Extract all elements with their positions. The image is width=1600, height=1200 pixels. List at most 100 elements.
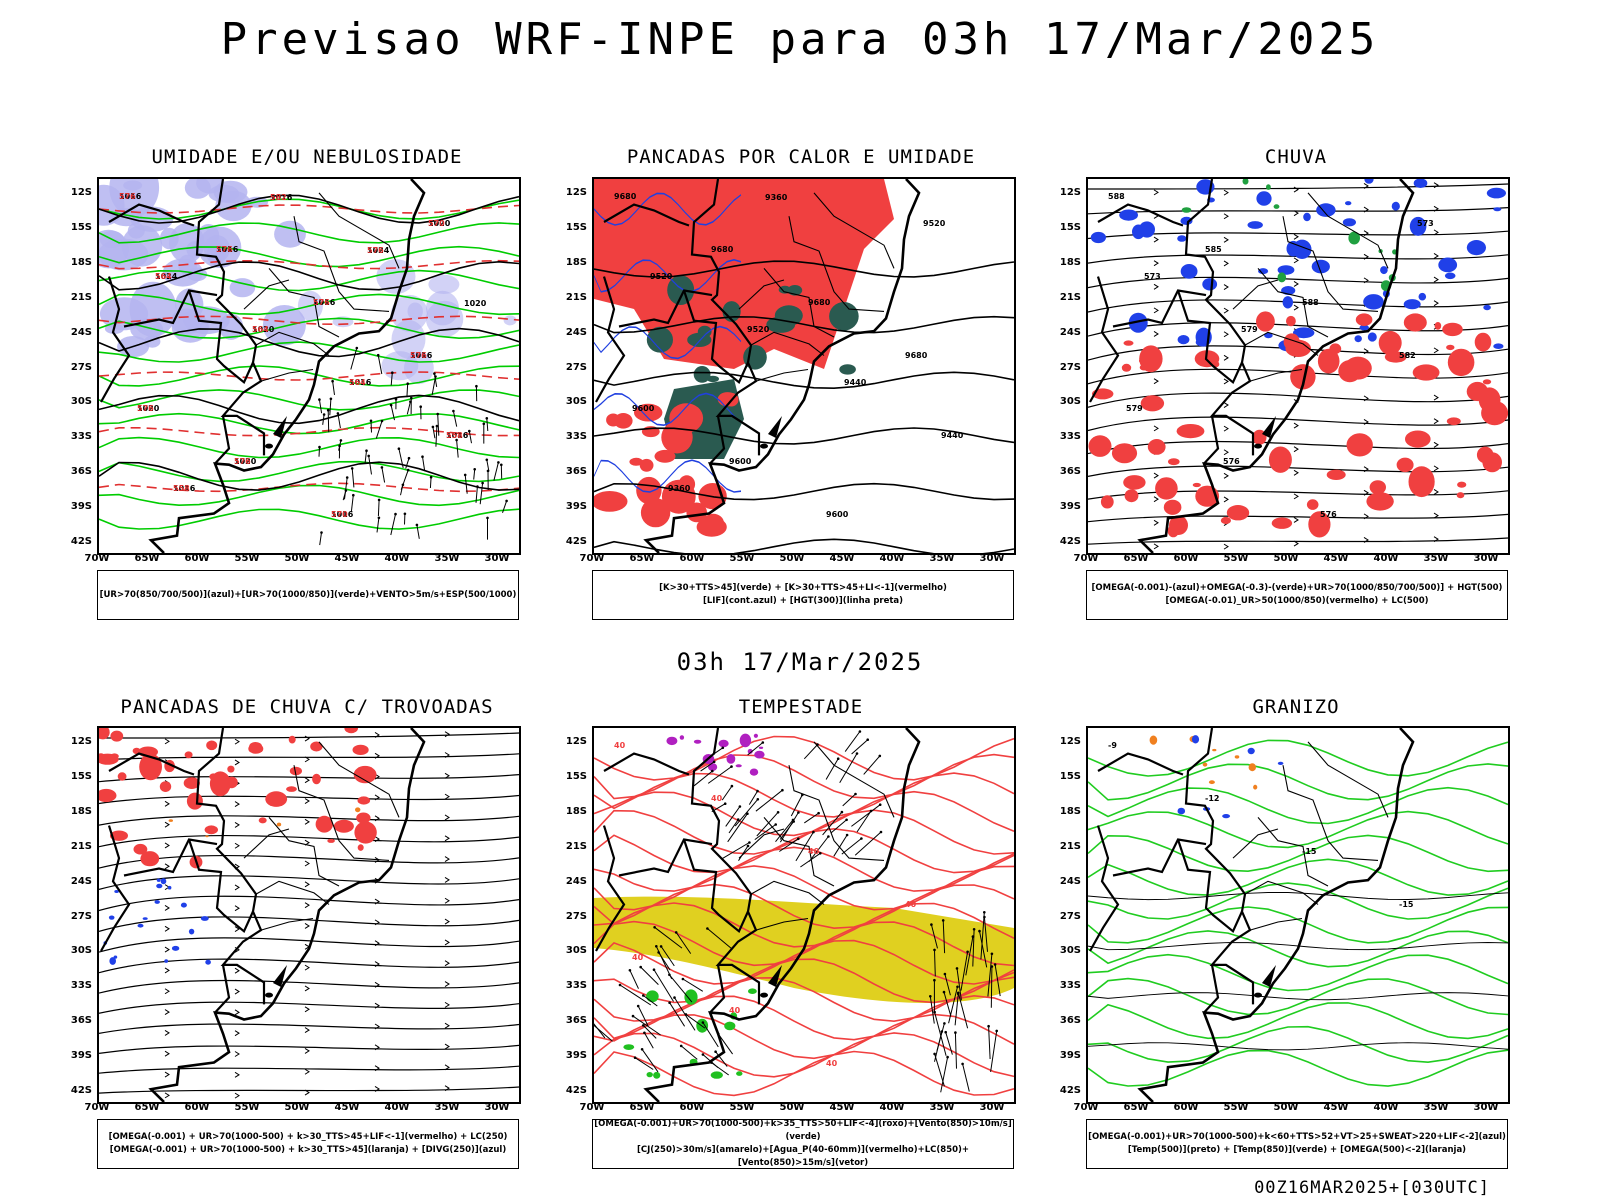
lon-tick-label: 45W bbox=[334, 553, 360, 564]
thickness-label: 570 bbox=[331, 510, 348, 519]
isobar-label: 1016 bbox=[216, 245, 239, 254]
lon-tick-label: 55W bbox=[234, 553, 260, 564]
lat-tick-label: 30S bbox=[1059, 396, 1081, 408]
lat-tick-label: 42S bbox=[70, 536, 92, 547]
isobar-label: 1016 bbox=[349, 378, 372, 387]
lon-tick-label: 65W bbox=[629, 1102, 655, 1113]
map-panel-2: 9680 9680 9680 9680 9600 9600 9600 9520 9520 9520… bbox=[592, 177, 1016, 555]
panel-title-2: PANCADAS POR CALOR E UMIDADE bbox=[626, 146, 976, 168]
lat-tick-label: 36S bbox=[70, 466, 92, 478]
isobar-label: 1020 bbox=[464, 299, 487, 308]
lon-tick-label: 45W bbox=[829, 1102, 855, 1113]
lat-tick-label: 33S bbox=[70, 431, 92, 443]
lon-tick-label: 30W bbox=[484, 1102, 510, 1113]
lat-tick-label: 27S bbox=[565, 361, 587, 373]
map-outline-p3 bbox=[1089, 179, 1415, 553]
hgt300-label: 9440 bbox=[941, 431, 964, 440]
panel-title-3: CHUVA bbox=[1264, 146, 1328, 168]
thickness-label: 576 bbox=[119, 192, 136, 201]
lon-tick-label: 45W bbox=[1323, 553, 1349, 564]
lon-tick-label: 50W bbox=[284, 1102, 310, 1113]
lat-tick-label: 12S bbox=[565, 736, 587, 747]
hgt300-label: 9520 bbox=[923, 219, 946, 228]
lat-tick-label: 39S bbox=[70, 1050, 92, 1062]
main-title: Previsao WRF-INPE para 03h 17/Mar/2025 bbox=[220, 14, 1380, 65]
hgt500-label: 576 bbox=[1223, 457, 1240, 466]
lon-tick-label: 70W bbox=[84, 553, 110, 564]
lat-tick-label: 33S bbox=[565, 980, 587, 992]
lc850-label: 40 bbox=[729, 1006, 741, 1015]
hgt500-label: 582 bbox=[1399, 351, 1416, 360]
lat-tick-label: 15S bbox=[565, 770, 587, 782]
hgt500-label: 576 bbox=[1320, 510, 1337, 519]
thickness-label: 576 bbox=[137, 404, 154, 413]
lon-tick-label: 60W bbox=[184, 1102, 210, 1113]
lat-tick-label: 33S bbox=[70, 980, 92, 992]
footer-timestamp: 00Z16MAR2025+[030UTC] bbox=[1254, 1178, 1490, 1198]
legend-line: [LIF](cont.azul) + [HGT(300)](linha pret… bbox=[702, 596, 904, 606]
temp500-label: -12 bbox=[1205, 794, 1219, 803]
panel-title-6: GRANIZO bbox=[1252, 696, 1340, 718]
lon-tick-label: 50W bbox=[284, 553, 310, 564]
hgt500-label: 585 bbox=[1205, 245, 1222, 254]
lat-tick-label: 18S bbox=[565, 256, 587, 268]
isobar-label: 1024 bbox=[155, 272, 178, 281]
lon-tick-label: 65W bbox=[1123, 1102, 1149, 1113]
lat-tick-label: 30S bbox=[70, 396, 92, 408]
lat-tick-label: 21S bbox=[565, 291, 587, 303]
legend-box-5: [OMEGA(-0.001)+UR>70(1000-500)+k>35_TTS>… bbox=[592, 1119, 1014, 1169]
lon-tick-label: 45W bbox=[1323, 1102, 1349, 1113]
lat-tick-label: 39S bbox=[1059, 1050, 1081, 1062]
hgt300-label: 9520 bbox=[747, 325, 770, 334]
map-svg-5: 40 40 40 40 40 40 40 bbox=[594, 728, 1014, 1102]
lon-tick-label: 45W bbox=[334, 1102, 360, 1113]
lat-tick-label: 36S bbox=[565, 1015, 587, 1027]
lon-tick-label: 30W bbox=[484, 553, 510, 564]
lat-tick-label: 15S bbox=[1059, 221, 1081, 233]
legend-line: [OMEGA(-0.01)_UR>50(1000/850)(vermelho) … bbox=[1165, 596, 1429, 606]
legend-box-2: [K>30+TTS>45](verde) + [K>30+TTS>45+LI<-… bbox=[592, 570, 1014, 620]
lat-tick-label: 36S bbox=[1059, 466, 1081, 478]
thickness-label: 570 bbox=[428, 219, 445, 228]
lat-tick-label: 24S bbox=[70, 875, 92, 887]
lc850-label: 40 bbox=[632, 953, 644, 962]
lon-tick-label: 65W bbox=[1123, 553, 1149, 564]
lon-tick-label: 30W bbox=[979, 1102, 1005, 1113]
panel-title-1: UMIDADE E/OU NEBULOSIDADE bbox=[151, 146, 463, 168]
lat-tick-label: 18S bbox=[1059, 805, 1081, 817]
thickness-label: 564 bbox=[349, 378, 366, 387]
lon-tick-label: 65W bbox=[134, 553, 160, 564]
hgt300-label: 9440 bbox=[844, 378, 867, 387]
lat-tick-label: 39S bbox=[1059, 501, 1081, 513]
hgt300-label: 9360 bbox=[668, 484, 691, 493]
lon-tick-label: 40W bbox=[384, 1102, 410, 1113]
lat-tick-label: 30S bbox=[1059, 945, 1081, 957]
thickness-label: 576 bbox=[313, 298, 330, 307]
lon-tick-label: 70W bbox=[1073, 553, 1099, 564]
legend-box-4: [OMEGA(-0.001) + UR>70(1000-500) + k>30_… bbox=[97, 1119, 519, 1169]
lat-tick-label: 21S bbox=[1059, 291, 1081, 303]
isobar-label: 1016 bbox=[446, 431, 469, 440]
map-outline-p4 bbox=[100, 728, 426, 1102]
hgt300-label: 9520 bbox=[650, 272, 673, 281]
lon-tick-label: 55W bbox=[729, 553, 755, 564]
lat-tick-label: 24S bbox=[565, 326, 587, 338]
hgt500-label: 588 bbox=[1108, 192, 1125, 201]
map-panel-1: 1016 1016 1016 1016 1020 1020 1016 1020 1024 1020… bbox=[97, 177, 521, 555]
isobar-label: 1016 bbox=[270, 193, 293, 202]
lon-tick-label: 30W bbox=[1473, 553, 1499, 564]
lat-tick-label: 36S bbox=[1059, 1015, 1081, 1027]
isobar-label: 1020 bbox=[428, 219, 451, 228]
legend-box-1: [UR>70(850/700/500)](azul)+[UR>70(1000/8… bbox=[97, 570, 519, 620]
lon-tick-label: 65W bbox=[134, 1102, 160, 1113]
lat-tick-label: 18S bbox=[70, 805, 92, 817]
hgt500-label: 579 bbox=[1241, 325, 1258, 334]
lon-tick-label: 60W bbox=[1173, 553, 1199, 564]
lc850-label: 40 bbox=[905, 900, 917, 909]
lat-tick-label: 39S bbox=[565, 501, 587, 513]
isobar-label: 1016 bbox=[119, 192, 142, 201]
lon-tick-label: 40W bbox=[1373, 1102, 1399, 1113]
lon-tick-label: 30W bbox=[1473, 1102, 1499, 1113]
lat-tick-label: 12S bbox=[1059, 736, 1081, 747]
isobar-label: 1016 bbox=[331, 510, 354, 519]
